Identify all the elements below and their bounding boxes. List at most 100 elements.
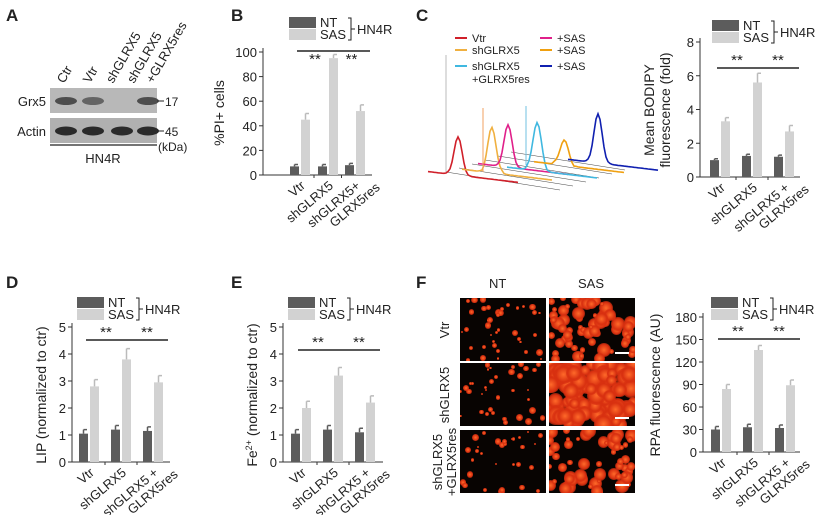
row-label-actin: Actin — [17, 124, 46, 139]
cell-spot — [586, 363, 597, 371]
y-label-part: Fe — [244, 450, 260, 467]
error-bar — [358, 427, 363, 433]
micrograph-image — [549, 363, 635, 426]
legend-swatch-NT — [712, 20, 739, 31]
bar-SAS-1 — [753, 82, 762, 177]
cell-spot — [499, 487, 506, 493]
y-axis-label: RPA fluorescence (AU) — [647, 314, 663, 457]
cell-spot — [568, 397, 581, 410]
y-axis-label: LIP (normalized to ctr) — [33, 326, 49, 463]
cell-spot — [610, 415, 622, 426]
y-tick-label: 30 — [683, 423, 697, 438]
cell-spot — [594, 468, 607, 481]
y-tick-label: 0 — [270, 455, 277, 470]
y-tick-label: 180 — [675, 310, 697, 325]
micrograph-image — [460, 363, 546, 426]
cell-spot — [620, 366, 635, 383]
cell-spot — [603, 390, 617, 404]
error-bar — [778, 424, 783, 428]
cell-spot — [515, 461, 521, 467]
cell-spot — [564, 473, 575, 484]
y-tick-label: 3 — [59, 374, 66, 389]
flow-floor-line — [471, 163, 587, 183]
error-bar — [348, 162, 353, 166]
cell-spot — [471, 382, 474, 386]
cell-spot — [497, 309, 504, 317]
cell-spot — [489, 379, 495, 385]
bar-NT-2 — [775, 428, 784, 452]
cell-spot — [597, 479, 602, 484]
cell-spot — [520, 445, 525, 450]
actin-band — [137, 126, 159, 136]
cell-spot — [486, 319, 489, 322]
error-bar — [294, 428, 299, 434]
bar-NT-0 — [291, 433, 300, 462]
cell-spot — [578, 353, 585, 359]
cell-spot — [481, 430, 487, 436]
cell-spot — [525, 418, 533, 426]
cell-spot — [581, 430, 596, 439]
legend-group-label: HN4R — [779, 302, 814, 317]
cell-spot — [549, 480, 557, 492]
error-bar — [745, 153, 750, 156]
cell-spot — [480, 355, 486, 361]
bar-NT-0 — [711, 429, 720, 452]
cell-spot — [593, 353, 606, 361]
cell-spot — [563, 430, 571, 434]
cell-spot — [572, 307, 586, 321]
cell-spot — [558, 324, 567, 333]
cell-spot — [624, 430, 635, 443]
error-bar — [746, 423, 751, 428]
error-bar — [714, 425, 719, 430]
legend-bracket — [136, 297, 143, 321]
legend-group-label: HN4R — [145, 302, 180, 317]
cell-spot — [536, 348, 544, 356]
y-tick-label: 5 — [270, 320, 277, 335]
cell-spot — [616, 457, 625, 466]
cell-spot — [485, 389, 488, 392]
y-tick-label: 5 — [59, 320, 66, 335]
cell-spot — [567, 459, 573, 465]
kda-unit: (kDa) — [158, 140, 187, 154]
cell-spot — [495, 395, 501, 400]
panel-label-F: F — [416, 273, 426, 292]
error-bar — [326, 424, 331, 430]
cell-spot — [479, 451, 483, 456]
significance-stars: ** — [312, 334, 324, 351]
panel-label-E: E — [231, 273, 242, 292]
cell-spot — [529, 406, 537, 414]
error-bar — [788, 124, 793, 132]
error-bar — [757, 344, 762, 350]
flow-legend-label: +SAS — [557, 45, 585, 57]
legend-label-SAS: SAS — [743, 30, 769, 45]
cell-spot — [499, 306, 505, 312]
cell-spot — [484, 412, 489, 417]
micrograph-image — [549, 430, 635, 493]
cell-spot — [560, 298, 566, 301]
panel-label-D: D — [6, 273, 18, 292]
cell-spot — [511, 365, 515, 369]
cell-spot — [551, 355, 560, 361]
y-tick-label: 0 — [687, 170, 694, 185]
bar-NT-1 — [743, 427, 752, 452]
cell-spot — [565, 437, 571, 442]
legend-group-label: HN4R — [780, 25, 815, 40]
micrograph-image — [460, 298, 546, 361]
y-tick-label: 4 — [687, 103, 694, 118]
cell-spot — [468, 381, 473, 386]
x-tick-label: shGLRX5 +GLRX5res — [731, 170, 813, 245]
flow-legend-label: shGLRX5 — [472, 61, 520, 73]
legend-label-SAS: SAS — [108, 307, 134, 322]
cell-spot — [549, 298, 556, 306]
cell-spot — [512, 330, 518, 336]
cell-spot — [555, 337, 566, 348]
flow-histogram-1 — [461, 125, 553, 181]
cell-spot — [566, 364, 582, 381]
error-bar — [332, 53, 337, 59]
marker-17: 17 — [165, 95, 179, 109]
cell-spot — [606, 374, 618, 386]
cell-spot — [571, 344, 578, 351]
bar-SAS-2 — [785, 131, 794, 177]
actin-band — [55, 126, 77, 136]
cell-spot — [549, 430, 558, 439]
